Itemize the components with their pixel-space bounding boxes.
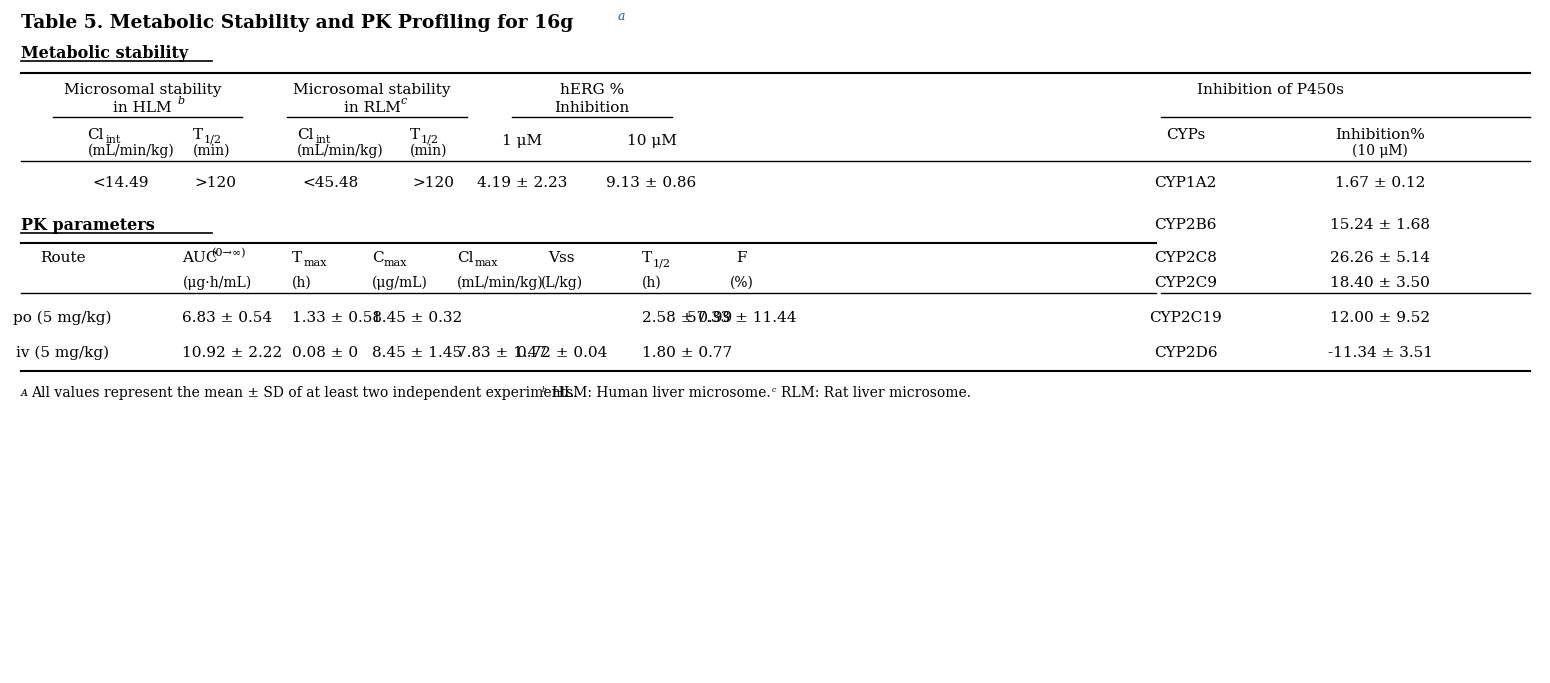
- Text: 7.83 ± 1.47: 7.83 ± 1.47: [457, 346, 547, 360]
- Text: <45.48: <45.48: [302, 176, 358, 190]
- Text: (10 μM): (10 μM): [1352, 144, 1409, 158]
- Text: 26.26 ± 5.14: 26.26 ± 5.14: [1330, 251, 1431, 265]
- Text: Route: Route: [40, 251, 85, 265]
- Text: Cl: Cl: [88, 128, 104, 142]
- Text: 4.19 ± 2.23: 4.19 ± 2.23: [477, 176, 567, 190]
- Text: CYP2C9: CYP2C9: [1155, 276, 1217, 290]
- Text: (μg·h/mL): (μg·h/mL): [183, 276, 251, 290]
- Text: (μg/mL): (μg/mL): [372, 276, 428, 290]
- Text: 1.45 ± 0.32: 1.45 ± 0.32: [372, 311, 462, 325]
- Text: (mL/min/kg): (mL/min/kg): [457, 276, 544, 290]
- Text: max: max: [474, 258, 499, 268]
- Text: 1.33 ± 0.58: 1.33 ± 0.58: [293, 311, 383, 325]
- Text: c: c: [400, 96, 406, 106]
- Text: Cl: Cl: [298, 128, 313, 142]
- Text: Inhibition: Inhibition: [553, 101, 629, 115]
- Text: (0→∞): (0→∞): [211, 248, 246, 258]
- Text: 1/2: 1/2: [653, 258, 671, 268]
- Text: T: T: [293, 251, 302, 265]
- Text: 1.67 ± 0.12: 1.67 ± 0.12: [1335, 176, 1426, 190]
- Text: (mL/min/kg): (mL/min/kg): [88, 144, 174, 158]
- Text: PK parameters: PK parameters: [20, 217, 155, 234]
- Text: CYP2C19: CYP2C19: [1149, 311, 1221, 325]
- Text: 12.00 ± 9.52: 12.00 ± 9.52: [1330, 311, 1431, 325]
- Text: in RLM: in RLM: [344, 101, 400, 115]
- Text: <14.49: <14.49: [93, 176, 149, 190]
- Text: 8.45 ± 1.45: 8.45 ± 1.45: [372, 346, 462, 360]
- Text: T: T: [642, 251, 651, 265]
- Text: (%): (%): [730, 276, 753, 290]
- Text: iv (5 mg/kg): iv (5 mg/kg): [16, 346, 109, 360]
- Text: Inhibition%: Inhibition%: [1336, 128, 1426, 142]
- Text: int: int: [315, 135, 330, 145]
- Text: 2.58 ± 0.99: 2.58 ± 0.99: [642, 311, 732, 325]
- Text: 0.72 ± 0.04: 0.72 ± 0.04: [516, 346, 608, 360]
- Text: a: a: [617, 10, 625, 23]
- Text: max: max: [384, 258, 408, 268]
- Text: 10.92 ± 2.22: 10.92 ± 2.22: [183, 346, 282, 360]
- Text: Table 5. Metabolic Stability and PK Profiling for 16g: Table 5. Metabolic Stability and PK Prof…: [20, 14, 574, 32]
- Text: (L/kg): (L/kg): [541, 276, 583, 290]
- Text: >120: >120: [412, 176, 454, 190]
- Text: in HLM: in HLM: [113, 101, 172, 115]
- Text: b: b: [177, 96, 184, 106]
- Text: 57.33 ± 11.44: 57.33 ± 11.44: [687, 311, 797, 325]
- Text: 1.80 ± 0.77: 1.80 ± 0.77: [642, 346, 732, 360]
- Text: Inhibition of P450s: Inhibition of P450s: [1197, 83, 1344, 97]
- Text: 6.83 ± 0.54: 6.83 ± 0.54: [183, 311, 273, 325]
- Text: (h): (h): [642, 276, 662, 290]
- Text: C: C: [372, 251, 384, 265]
- Text: 18.40 ± 3.50: 18.40 ± 3.50: [1330, 276, 1431, 290]
- Text: CYP2D6: CYP2D6: [1153, 346, 1217, 360]
- Text: 1 μM: 1 μM: [502, 134, 542, 148]
- Text: CYP1A2: CYP1A2: [1155, 176, 1217, 190]
- Text: max: max: [304, 258, 327, 268]
- Text: 10 μM: 10 μM: [626, 134, 676, 148]
- Text: hERG %: hERG %: [560, 83, 623, 97]
- Text: CYP2C8: CYP2C8: [1155, 251, 1217, 265]
- Text: ᴀ: ᴀ: [20, 387, 28, 400]
- Text: Cl: Cl: [457, 251, 473, 265]
- Text: F: F: [736, 251, 747, 265]
- Text: (min): (min): [192, 144, 229, 158]
- Text: (mL/min/kg): (mL/min/kg): [298, 144, 384, 158]
- Text: -11.34 ± 3.51: -11.34 ± 3.51: [1328, 346, 1432, 360]
- Text: T: T: [192, 128, 203, 142]
- Text: ᵇ: ᵇ: [542, 387, 547, 400]
- Text: T: T: [411, 128, 420, 142]
- Text: ᶜ: ᶜ: [772, 387, 775, 400]
- Text: po (5 mg/kg): po (5 mg/kg): [14, 311, 112, 325]
- Text: (h): (h): [293, 276, 312, 290]
- Text: CYPs: CYPs: [1166, 128, 1206, 142]
- Text: CYP2B6: CYP2B6: [1155, 218, 1217, 232]
- Text: 9.13 ± 0.86: 9.13 ± 0.86: [606, 176, 696, 190]
- Text: Metabolic stability: Metabolic stability: [20, 44, 188, 61]
- Text: 0.08 ± 0: 0.08 ± 0: [293, 346, 358, 360]
- Text: RLM: Rat liver microsome.: RLM: Rat liver microsome.: [781, 386, 972, 400]
- Text: AUC: AUC: [183, 251, 219, 265]
- Text: Microsomal stability: Microsomal stability: [293, 83, 451, 97]
- Text: Microsomal stability: Microsomal stability: [64, 83, 222, 97]
- Text: (min): (min): [411, 144, 448, 158]
- Text: HLM: Human liver microsome.: HLM: Human liver microsome.: [552, 386, 775, 400]
- Text: Vss: Vss: [549, 251, 575, 265]
- Text: 15.24 ± 1.68: 15.24 ± 1.68: [1330, 218, 1431, 232]
- Text: 1/2: 1/2: [422, 135, 439, 145]
- Text: >120: >120: [194, 176, 237, 190]
- Text: 1/2: 1/2: [203, 135, 222, 145]
- Text: All values represent the mean ± SD of at least two independent experiments.: All values represent the mean ± SD of at…: [31, 386, 581, 400]
- Text: int: int: [105, 135, 121, 145]
